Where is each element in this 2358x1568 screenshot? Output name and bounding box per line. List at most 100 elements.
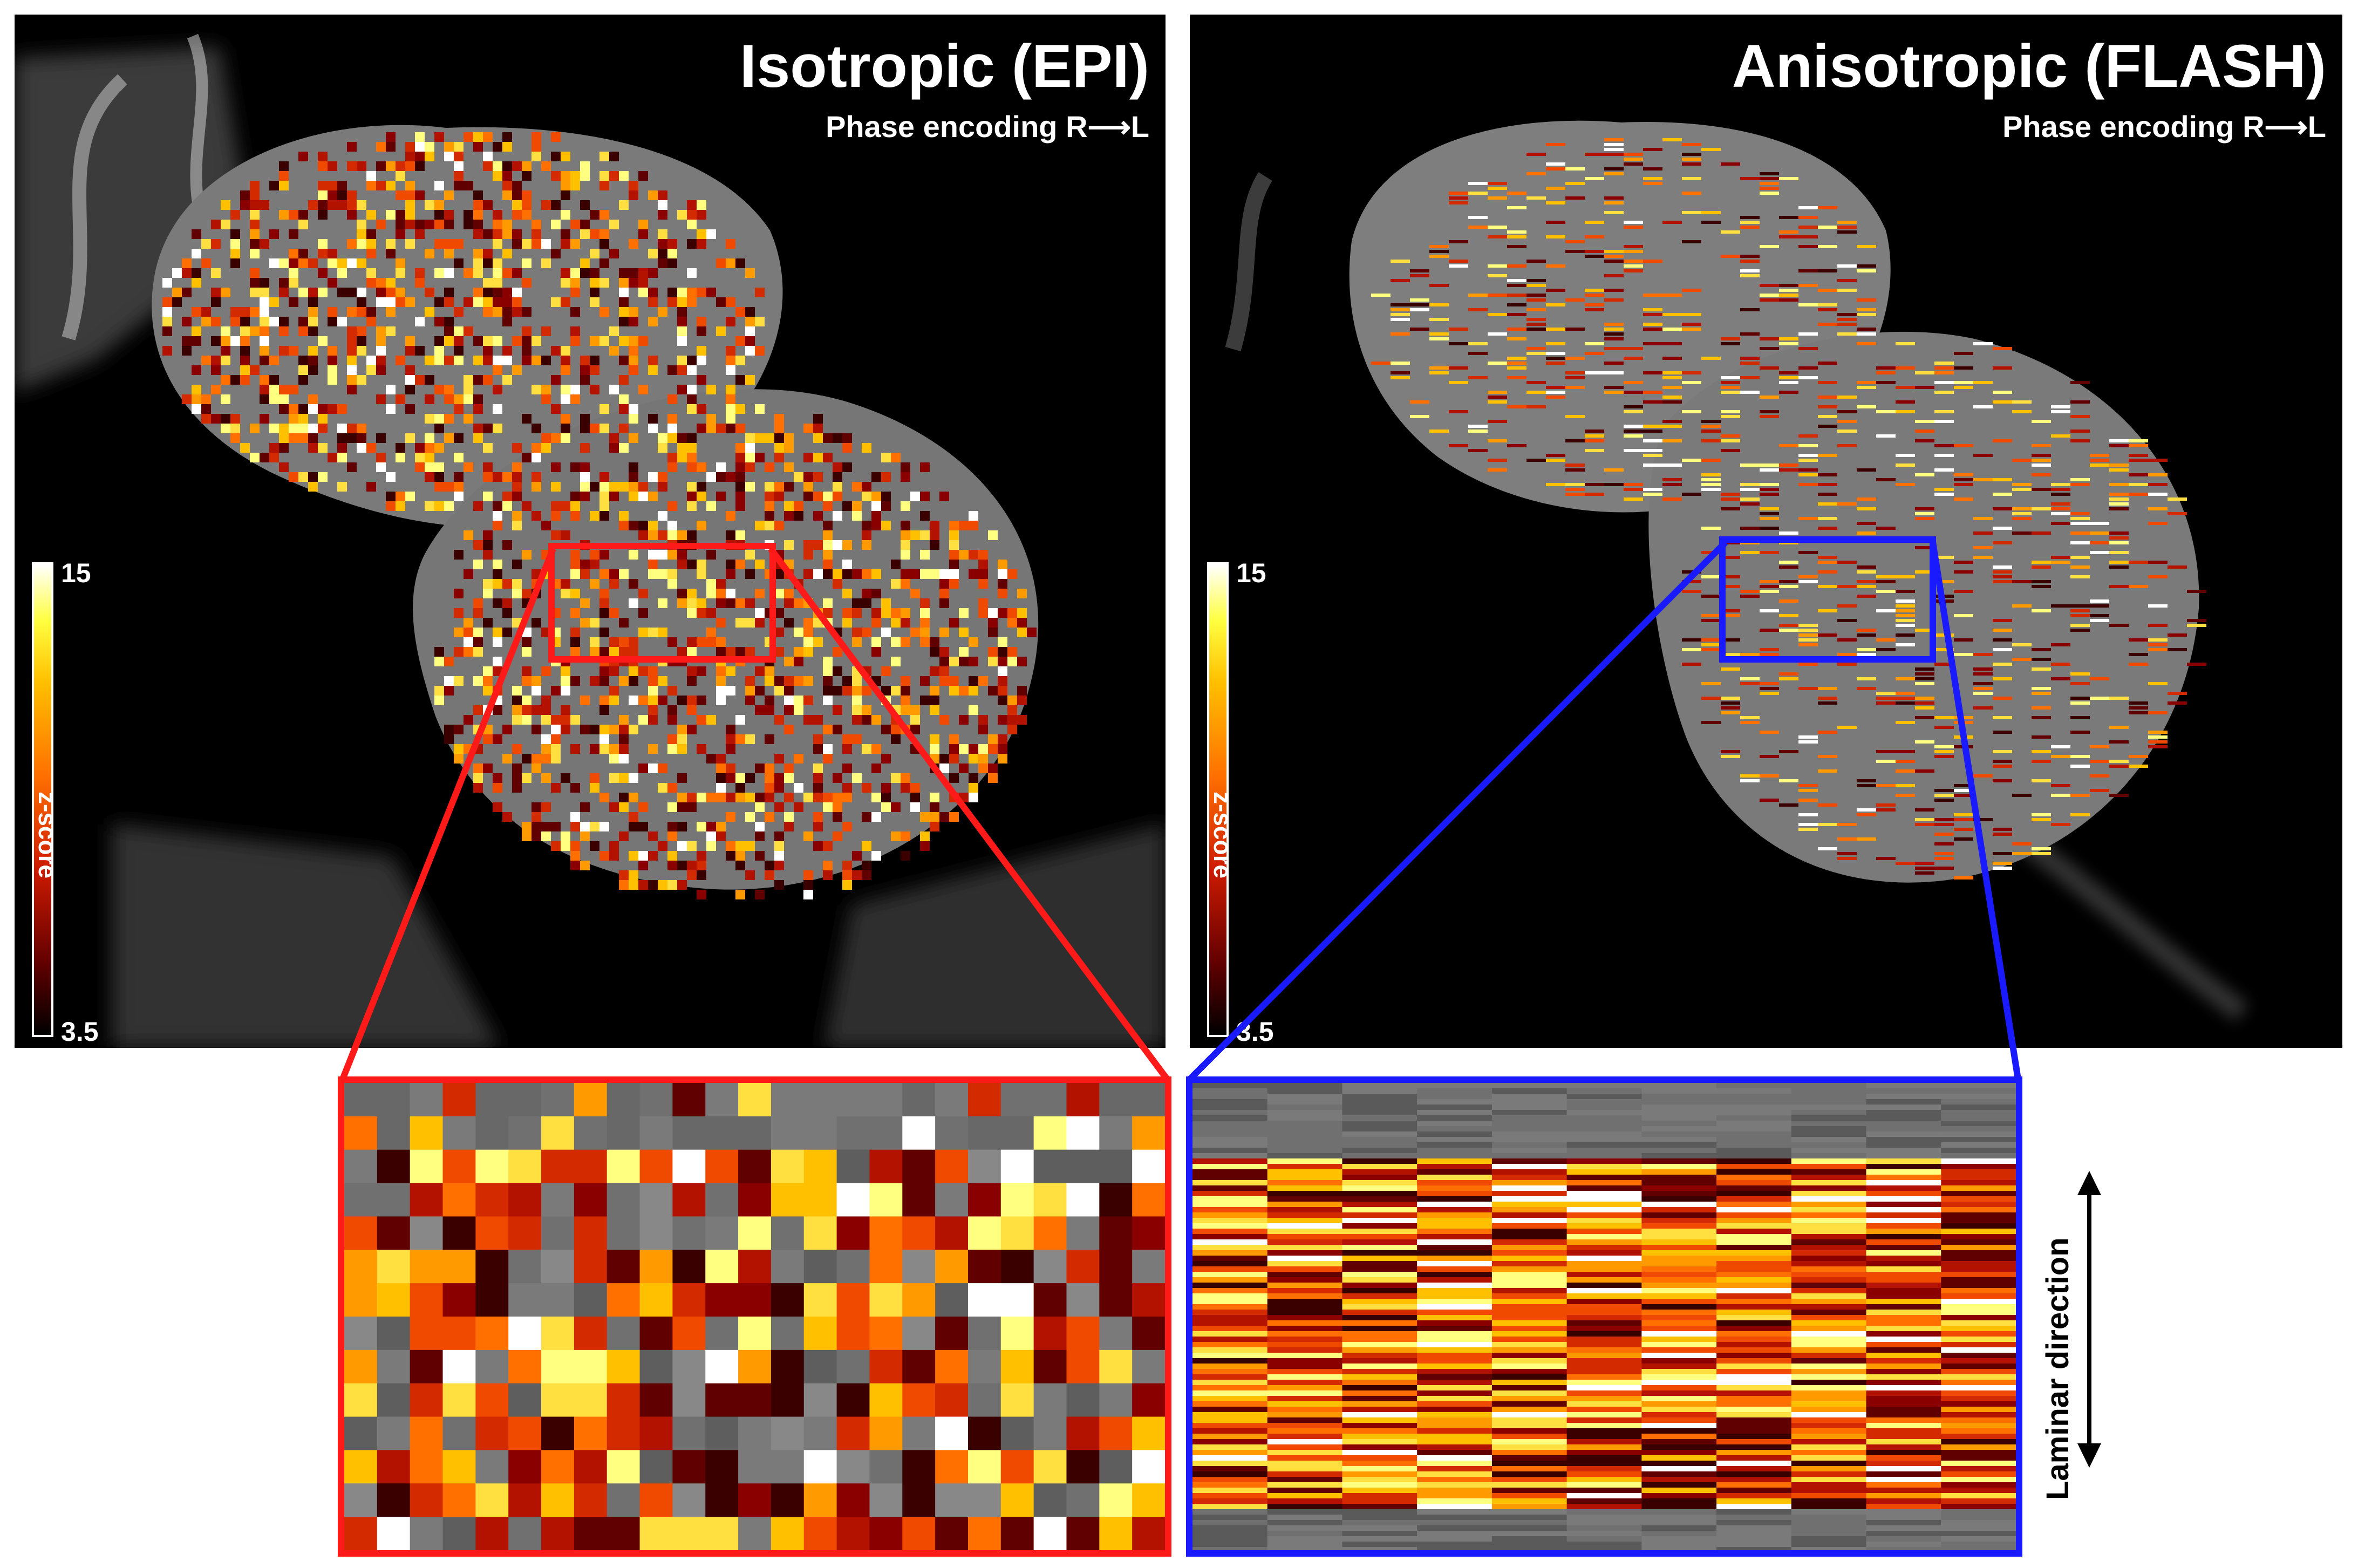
activation-voxel (454, 744, 464, 754)
activation-voxel (512, 297, 522, 307)
activation-streak (1973, 706, 1993, 710)
inset-voxel (574, 1083, 608, 1117)
activation-voxel (871, 492, 881, 501)
left-zoom-line-b (768, 547, 1170, 1081)
activation-voxel (871, 637, 881, 647)
activation-streak (1701, 697, 1721, 700)
activation-voxel (988, 744, 998, 754)
activation-voxel (930, 822, 939, 831)
inset-stripe (1641, 1105, 1717, 1110)
activation-streak (2148, 682, 2168, 685)
inset-stripe (1192, 1218, 1268, 1224)
activation-voxel (629, 472, 638, 482)
activation-voxel (638, 589, 648, 598)
activation-voxel (570, 385, 580, 394)
activation-voxel (881, 501, 891, 511)
activation-voxel (949, 550, 959, 560)
activation-voxel (755, 822, 765, 831)
activation-voxel (570, 715, 580, 725)
activation-voxel (638, 628, 648, 637)
activation-voxel (269, 394, 279, 404)
inset-stripe (1716, 1417, 1792, 1423)
activation-voxel (629, 880, 638, 890)
activation-voxel (415, 132, 425, 142)
activation-streak (2070, 682, 2090, 685)
activation-streak (1973, 517, 1993, 520)
activation-streak (1526, 405, 1546, 408)
inset-stripe (1491, 1396, 1568, 1402)
activation-streak (1857, 633, 1876, 637)
activation-streak (1896, 624, 1915, 627)
activation-streak (1449, 196, 1468, 200)
activation-voxel (833, 705, 842, 715)
inset-stripe (1566, 1212, 1642, 1218)
inset-voxel (1000, 1116, 1034, 1150)
activation-voxel (454, 433, 464, 443)
inset-stripe (1941, 1385, 2016, 1391)
activation-streak (1604, 250, 1624, 253)
activation-streak (1546, 187, 1565, 190)
activation-voxel (862, 783, 871, 793)
inset-stripe (1342, 1493, 1417, 1499)
activation-streak (1818, 269, 1837, 272)
activation-streak (2032, 459, 2051, 462)
inset-stripe (1491, 1536, 1568, 1542)
activation-streak (1915, 862, 1934, 865)
inset-voxel (475, 1216, 509, 1250)
activation-voxel (687, 530, 697, 540)
activation-voxel (473, 258, 483, 268)
activation-voxel (211, 268, 221, 278)
inset-stripe (1716, 1326, 1792, 1332)
inset-stripe (1941, 1148, 2016, 1154)
activation-streak (1604, 386, 1624, 389)
inset-stripe (1791, 1498, 1867, 1504)
inset-stripe (1866, 1234, 1941, 1240)
activation-streak (1818, 609, 1837, 612)
activation-voxel (347, 288, 357, 297)
inset-stripe (1866, 1218, 1941, 1224)
activation-voxel (765, 870, 774, 880)
activation-streak (2032, 561, 2051, 564)
inset-voxel (672, 1216, 706, 1250)
inset-stripe (1267, 1250, 1342, 1256)
activation-voxel (260, 346, 269, 356)
activation-streak (1721, 609, 1740, 612)
inset-stripe (1417, 1466, 1493, 1472)
inset-stripe (1716, 1396, 1792, 1402)
inset-stripe (1417, 1099, 1493, 1105)
activation-streak (1896, 633, 1915, 637)
activation-voxel (531, 443, 541, 453)
activation-voxel (629, 851, 638, 861)
inset-stripe (1192, 1191, 1268, 1197)
inset-stripe (1866, 1239, 1941, 1245)
activation-voxel (386, 210, 396, 220)
activation-streak (1818, 396, 1837, 399)
inset-voxel (705, 1116, 739, 1150)
activation-streak (1565, 493, 1585, 496)
activation-streak (2051, 434, 2070, 438)
inset-stripe (1716, 1347, 1792, 1353)
activation-voxel (745, 375, 755, 385)
inset-stripe (1491, 1164, 1568, 1170)
activation-streak (1701, 425, 1721, 428)
activation-voxel (221, 356, 230, 365)
activation-streak (1896, 769, 1915, 773)
activation-streak (1760, 609, 1779, 612)
activation-voxel (230, 258, 240, 268)
inset-stripe (1417, 1498, 1493, 1504)
activation-voxel (813, 744, 823, 754)
activation-streak (2032, 463, 2051, 467)
inset-stripe (1791, 1266, 1867, 1272)
activation-streak (1934, 663, 1954, 666)
activation-voxel (289, 278, 298, 288)
inset-stripe (1417, 1310, 1493, 1315)
activation-voxel (803, 880, 813, 890)
activation-streak (1662, 497, 1682, 501)
inset-stripe (1716, 1385, 1792, 1391)
inset-stripe (1641, 1337, 1717, 1342)
activation-voxel (765, 734, 774, 744)
inset-stripe (1192, 1531, 1268, 1537)
inset-stripe (1566, 1272, 1642, 1278)
activation-streak (1896, 643, 1915, 646)
activation-streak (2109, 468, 2129, 472)
